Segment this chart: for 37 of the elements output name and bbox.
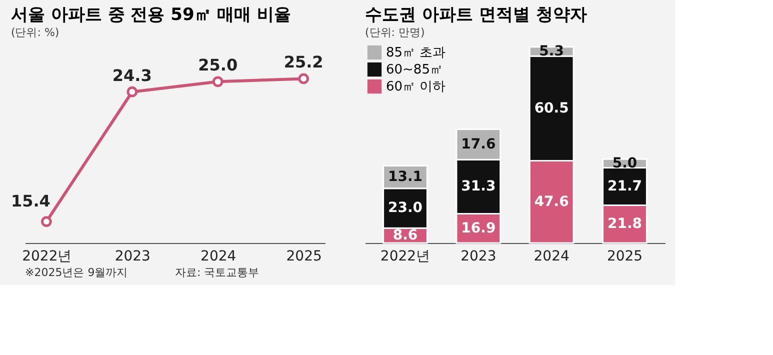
point	[40, 216, 52, 227]
x-tick-label: 2023	[460, 248, 496, 264]
x-tick-label: 2022년	[22, 248, 72, 264]
data-label: 23.0	[388, 200, 423, 216]
data-label: 21.7	[607, 178, 642, 195]
point	[298, 73, 310, 84]
data-label: 60.5	[534, 100, 569, 116]
data-label: 21.8	[607, 216, 642, 232]
chart-subtitle: (단위: %)	[10, 26, 60, 39]
data-label: 16.9	[461, 220, 496, 236]
data-label: 24.3	[112, 66, 152, 85]
data-label: 5.3	[539, 44, 564, 60]
data-label: 25.2	[284, 52, 324, 72]
x-tick-label: 2022년	[380, 248, 430, 264]
legend-label: 60~85㎡	[386, 62, 443, 78]
legend-label: 60㎡ 이하	[386, 80, 446, 94]
x-tick-label: 2025	[286, 248, 322, 264]
point	[126, 86, 138, 98]
data-label: 25.0	[198, 56, 238, 75]
x-tick-label: 2025	[606, 248, 643, 264]
data-label: 15.4	[10, 192, 50, 211]
x-tick-label: 2024	[534, 248, 570, 264]
legend-label: 85㎡ 초과	[386, 46, 446, 60]
chart-subtitle: (단위: 만명)	[365, 26, 425, 39]
chart-title: 수도권 아파트 면적별 청약자	[365, 5, 587, 25]
x-tick-label: 2023	[114, 248, 150, 264]
text: 자료: 국토교통부	[175, 266, 260, 279]
data-label: 8.6	[392, 228, 418, 244]
chart-title: 서울 아파트 중 전용 59㎡ 매매 비율	[10, 5, 292, 25]
data-label: 47.6	[534, 194, 569, 210]
data-label: 5.0	[612, 155, 638, 172]
data-label: 17.6	[461, 136, 496, 152]
point	[212, 76, 224, 88]
data-label: 13.1	[388, 169, 423, 186]
data-label: 31.3	[461, 178, 496, 195]
text: ※2025년은 9월까지	[25, 266, 128, 279]
x-tick-label: 2024	[200, 248, 236, 264]
